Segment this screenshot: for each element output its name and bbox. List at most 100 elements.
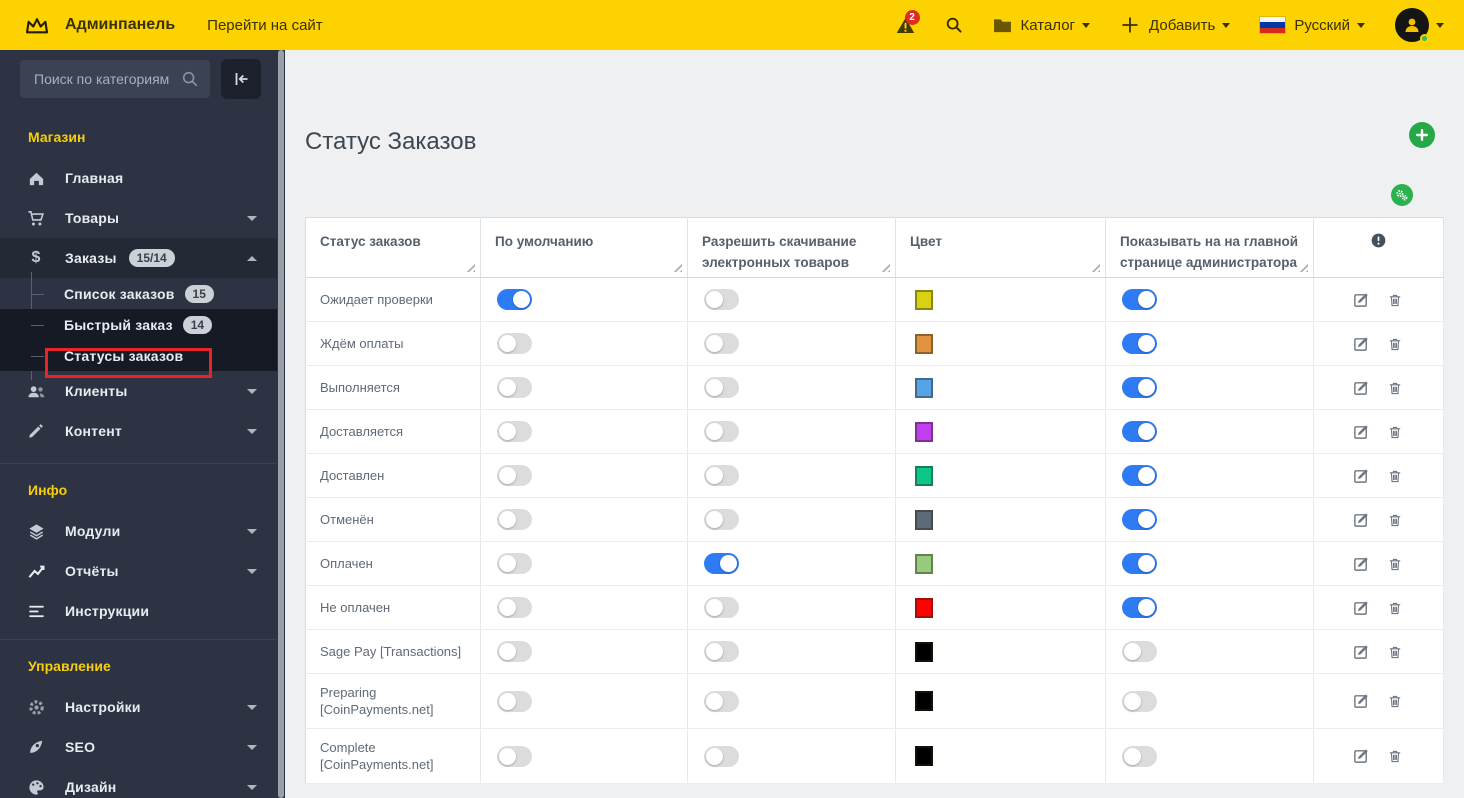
column-resize-handle[interactable] xyxy=(1298,262,1308,272)
column-resize-handle[interactable] xyxy=(1090,262,1100,272)
show-admin-toggle[interactable] xyxy=(1122,690,1157,712)
sidebar-item-quick-order[interactable]: Быстрый заказ 14 xyxy=(0,309,277,340)
default-toggle[interactable] xyxy=(497,745,532,767)
default-toggle[interactable] xyxy=(497,553,532,574)
sidebar-item-orders[interactable]: $ Заказы 15/14 xyxy=(0,238,277,278)
download-toggle[interactable] xyxy=(704,745,739,767)
delete-button[interactable] xyxy=(1383,744,1407,768)
default-toggle[interactable] xyxy=(497,641,532,662)
sidebar-item-content[interactable]: Контент xyxy=(0,411,277,451)
add-menu[interactable]: Добавить xyxy=(1120,15,1231,35)
column-resize-handle[interactable] xyxy=(672,262,682,272)
default-toggle[interactable] xyxy=(497,690,532,712)
download-toggle[interactable] xyxy=(704,465,739,486)
sidebar-collapse-button[interactable] xyxy=(221,59,261,99)
default-toggle[interactable] xyxy=(497,465,532,486)
default-toggle[interactable] xyxy=(497,421,532,442)
sidebar-item-instructions[interactable]: Инструкции xyxy=(0,591,277,631)
sidebar-item-modules[interactable]: Модули xyxy=(0,511,277,551)
edit-button[interactable] xyxy=(1350,639,1374,663)
download-toggle[interactable] xyxy=(704,509,739,530)
edit-button[interactable] xyxy=(1350,331,1374,355)
download-toggle[interactable] xyxy=(704,641,739,662)
color-swatch xyxy=(915,641,933,662)
show-admin-toggle[interactable] xyxy=(1122,465,1157,486)
sidebar-item-seo[interactable]: SEO xyxy=(0,727,277,767)
sidebar-item-reports[interactable]: Отчёты xyxy=(0,551,277,591)
delete-button[interactable] xyxy=(1383,552,1407,576)
download-toggle[interactable] xyxy=(704,690,739,712)
column-resize-handle[interactable] xyxy=(880,262,890,272)
edit-button[interactable] xyxy=(1350,287,1374,311)
goto-site-link[interactable]: Перейти на сайт xyxy=(207,16,323,34)
delete-button[interactable] xyxy=(1383,332,1407,356)
table-row: Не оплачен xyxy=(305,585,1444,630)
download-toggle[interactable] xyxy=(704,289,739,310)
show-admin-toggle[interactable] xyxy=(1122,641,1157,662)
edit-button[interactable] xyxy=(1350,744,1374,768)
plus-icon xyxy=(1120,15,1140,35)
show-admin-toggle[interactable] xyxy=(1122,553,1157,574)
download-toggle[interactable] xyxy=(704,597,739,618)
sidebar-item-order-list[interactable]: Список заказов 15 xyxy=(0,278,277,309)
default-toggle[interactable] xyxy=(497,333,532,354)
color-swatch xyxy=(915,421,933,442)
edit-button[interactable] xyxy=(1350,551,1374,575)
sidebar-scrollbar[interactable] xyxy=(277,50,285,798)
show-admin-toggle[interactable] xyxy=(1122,421,1157,442)
color-swatch xyxy=(915,553,933,574)
scrollbar-thumb[interactable] xyxy=(278,50,284,798)
column-resize-handle[interactable] xyxy=(465,262,475,272)
edit-button[interactable] xyxy=(1350,375,1374,399)
show-admin-toggle[interactable] xyxy=(1122,745,1157,767)
edit-button[interactable] xyxy=(1350,689,1374,713)
collapse-arrow-icon xyxy=(231,69,251,89)
sidebar-item-products[interactable]: Товары xyxy=(0,198,277,238)
show-admin-toggle[interactable] xyxy=(1122,377,1157,398)
delete-button[interactable] xyxy=(1383,464,1407,488)
show-admin-toggle[interactable] xyxy=(1122,509,1157,530)
delete-button[interactable] xyxy=(1383,508,1407,532)
settings-gears-button[interactable] xyxy=(1391,184,1413,206)
sidebar-item-settings[interactable]: Настройки xyxy=(0,687,277,727)
download-toggle[interactable] xyxy=(704,553,739,574)
home-icon xyxy=(24,169,48,188)
sidebar-item-home[interactable]: Главная xyxy=(0,158,277,198)
language-menu[interactable]: Русский xyxy=(1260,17,1365,34)
delete-button[interactable] xyxy=(1383,596,1407,620)
download-toggle[interactable] xyxy=(704,421,739,442)
sidebar-item-customers[interactable]: Клиенты xyxy=(0,371,277,411)
edit-button[interactable] xyxy=(1350,463,1374,487)
edit-button[interactable] xyxy=(1350,419,1374,443)
sidebar-item-order-statuses[interactable]: Статусы заказов xyxy=(0,340,277,371)
add-status-button[interactable] xyxy=(1409,122,1435,148)
delete-button[interactable] xyxy=(1383,376,1407,400)
status-label: Ждём оплаты xyxy=(305,321,481,366)
notifications-button[interactable]: 2 xyxy=(896,9,920,34)
category-search-input[interactable] xyxy=(20,60,210,98)
default-toggle[interactable] xyxy=(497,377,532,398)
edit-button[interactable] xyxy=(1350,595,1374,619)
show-admin-toggle[interactable] xyxy=(1122,597,1157,618)
default-toggle[interactable] xyxy=(497,597,532,618)
main-content: Статус Заказов Статус заказов По умолчан… xyxy=(285,50,1464,798)
color-swatch xyxy=(915,509,933,530)
search-button[interactable] xyxy=(945,16,963,34)
catalog-menu[interactable]: Каталог xyxy=(993,17,1091,34)
default-toggle[interactable] xyxy=(497,509,532,530)
download-toggle[interactable] xyxy=(704,333,739,354)
download-toggle[interactable] xyxy=(704,377,739,398)
user-menu[interactable] xyxy=(1395,8,1444,43)
show-admin-toggle[interactable] xyxy=(1122,333,1157,354)
default-toggle[interactable] xyxy=(497,289,532,310)
delete-button[interactable] xyxy=(1383,288,1407,312)
chevron-down-icon xyxy=(1357,22,1365,28)
table-row: Complete [CoinPayments.net] xyxy=(305,728,1444,784)
sidebar-item-design[interactable]: Дизайн xyxy=(0,767,277,798)
delete-button[interactable] xyxy=(1383,640,1407,664)
delete-button[interactable] xyxy=(1383,420,1407,444)
edit-button[interactable] xyxy=(1350,507,1374,531)
show-admin-toggle[interactable] xyxy=(1122,289,1157,310)
delete-button[interactable] xyxy=(1383,689,1407,713)
pencil-icon xyxy=(24,422,48,440)
